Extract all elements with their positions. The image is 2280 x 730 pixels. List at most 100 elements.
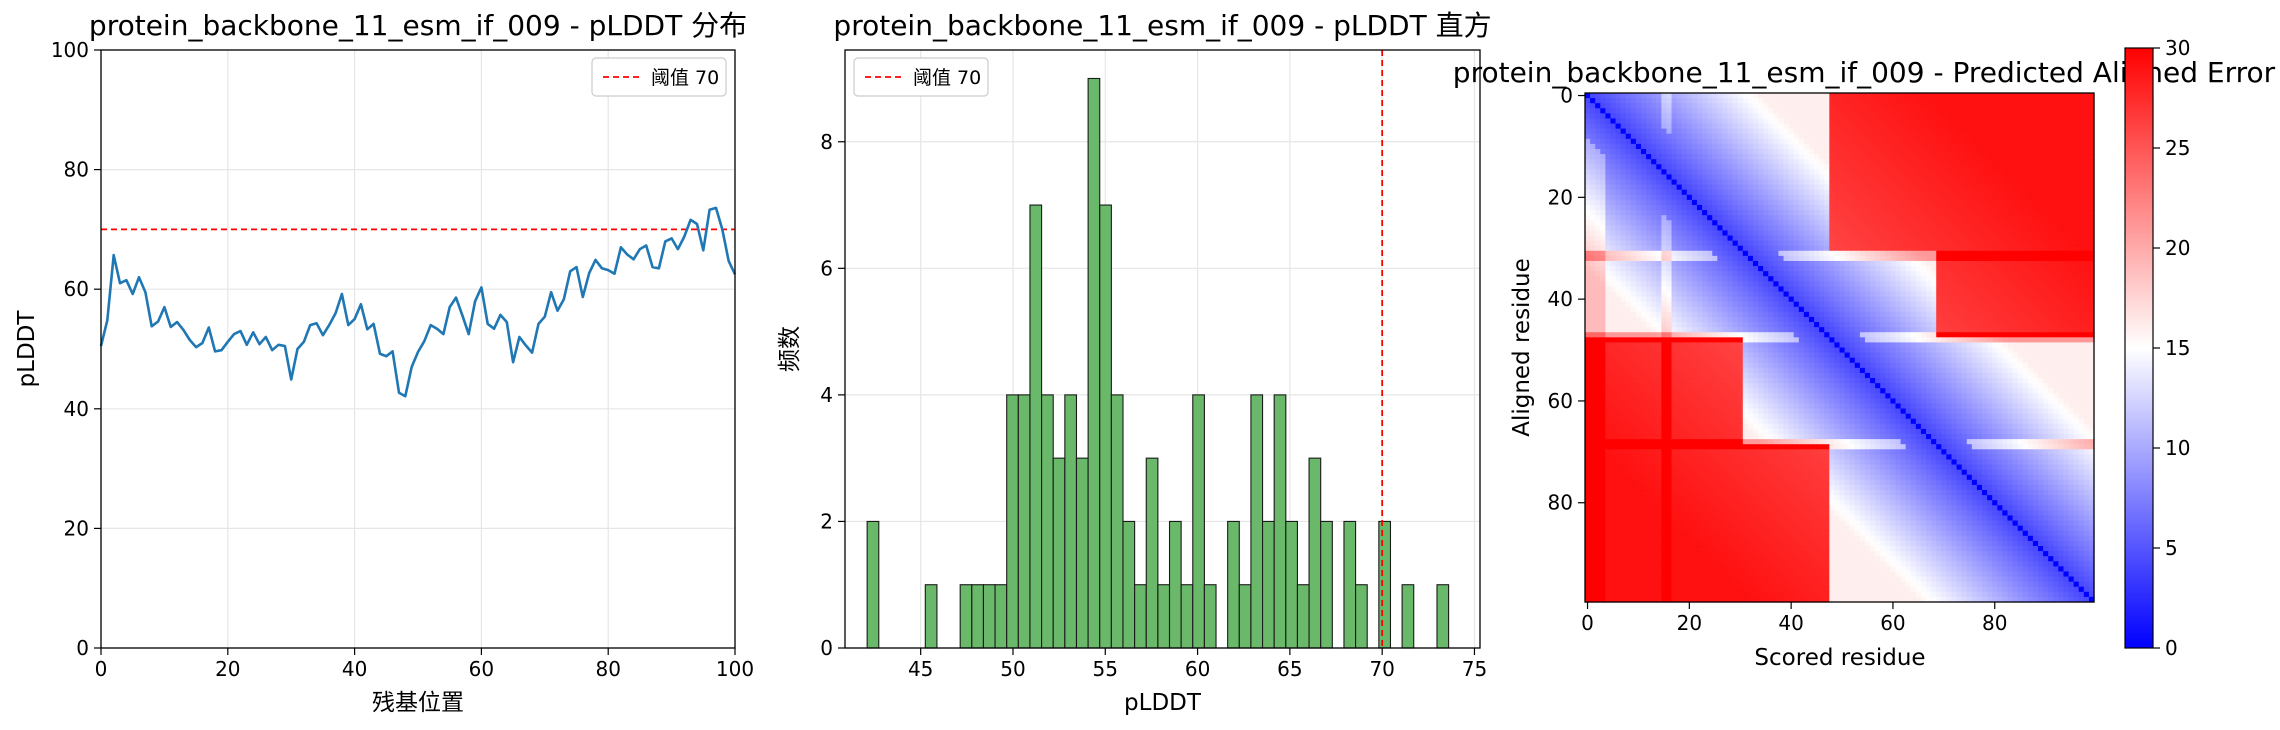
heatmap-cell <box>1722 276 1729 282</box>
heatmap-cell <box>1849 327 1856 333</box>
heatmap-cell <box>1839 362 1846 369</box>
heatmap-cell <box>1910 199 1917 206</box>
heatmap-cell <box>1742 215 1749 221</box>
heatmap-cell <box>1752 266 1759 272</box>
heatmap-cell <box>1615 164 1622 170</box>
heatmap-cell <box>1717 128 1724 135</box>
heatmap-cell <box>1742 322 1749 328</box>
heatmap-cell <box>1997 184 2003 191</box>
heatmap-cell <box>1747 143 1754 150</box>
heatmap-cell <box>1926 260 1932 267</box>
heatmap-cell <box>1610 148 1617 155</box>
heatmap-cell <box>1982 220 1988 226</box>
heatmap-cell <box>2032 281 2039 288</box>
heatmap-cell <box>1905 327 1912 333</box>
heatmap-cell <box>1671 332 1678 338</box>
heatmap-cell <box>1824 159 1830 165</box>
heatmap-cell <box>1615 169 1622 176</box>
heatmap-cell <box>1656 240 1662 247</box>
heatmap-cell <box>1859 286 1866 293</box>
heatmap-cell <box>1915 138 1922 145</box>
heatmap-cell <box>1895 240 1902 247</box>
heatmap-cell <box>2043 306 2049 313</box>
heatmap-cell <box>1976 291 1983 298</box>
heatmap-cell <box>1615 342 1622 349</box>
heatmap-cell <box>1635 383 1642 389</box>
heatmap-cell <box>1890 367 1897 374</box>
heatmap-cell <box>1686 352 1693 359</box>
heatmap-cell <box>1961 296 1968 303</box>
heatmap-cell <box>1681 260 1688 267</box>
heatmap-cell <box>1737 266 1744 272</box>
heatmap-cell <box>1926 383 1932 389</box>
heatmap-cell <box>1661 306 1668 313</box>
heatmap-cell <box>1987 199 1993 206</box>
heatmap-cell <box>1870 118 1876 125</box>
heatmap-cell <box>1834 311 1841 318</box>
heatmap-cell <box>1900 378 1907 384</box>
heatmap-cell <box>2032 286 2039 293</box>
heatmap-cell <box>1615 199 1622 206</box>
heatmap-cell <box>1839 179 1846 186</box>
heatmap-cell <box>1819 357 1825 364</box>
heatmap-cell <box>1854 332 1861 338</box>
heatmap-cell <box>2022 276 2029 282</box>
heatmap-cell <box>1788 133 1795 140</box>
heatmap-cell <box>1727 240 1734 247</box>
heatmap-cell <box>1920 301 1927 308</box>
heatmap-cell <box>1615 271 1622 277</box>
heatmap-cell <box>1712 118 1718 125</box>
heatmap-cell <box>1732 204 1739 211</box>
x-axis-label: pLDDT <box>1124 690 1202 716</box>
heatmap-cell <box>1834 332 1841 338</box>
heatmap-cell <box>1773 352 1780 359</box>
heatmap-cell <box>1814 245 1820 252</box>
heatmap-cell <box>1707 103 1713 109</box>
heatmap-cell <box>1936 220 1942 226</box>
heatmap-cell <box>1742 93 1749 99</box>
heatmap-cell <box>1605 250 1612 257</box>
heatmap-cell <box>1905 230 1912 237</box>
heatmap-cell <box>1707 174 1713 181</box>
heatmap-cell <box>1890 266 1897 272</box>
heatmap-cell <box>1635 143 1642 150</box>
heatmap-cell <box>2058 286 2065 293</box>
heatmap-cell <box>2048 301 2054 308</box>
heatmap-cell <box>1864 179 1871 186</box>
heatmap-cell <box>1788 174 1795 181</box>
heatmap-cell <box>1646 113 1652 120</box>
heatmap-cell <box>1712 225 1718 232</box>
heatmap-cell <box>1783 347 1790 354</box>
heatmap-cell <box>1819 215 1825 221</box>
heatmap-cell <box>1982 352 1988 359</box>
heatmap-cell <box>1681 215 1688 221</box>
heatmap-cell <box>1712 159 1718 165</box>
heatmap-cell <box>1849 159 1856 165</box>
heatmap-cell <box>1737 383 1744 389</box>
heatmap-cell <box>1625 159 1632 165</box>
heatmap-cell <box>1732 123 1739 130</box>
heatmap-cell <box>1696 128 1703 135</box>
heatmap-cell <box>1681 225 1688 232</box>
heatmap-cell <box>1722 220 1729 226</box>
heatmap-cell <box>2002 357 2009 364</box>
heatmap-cell <box>2073 291 2080 298</box>
heatmap-cell <box>1900 347 1907 354</box>
heatmap-cell <box>2058 276 2065 282</box>
heatmap-cell <box>1849 189 1856 196</box>
heatmap-cell <box>1854 240 1861 247</box>
heatmap-cell <box>1864 245 1871 252</box>
heatmap-cell <box>1752 301 1759 308</box>
heatmap-cell <box>1956 230 1963 237</box>
heatmap-cell <box>1742 184 1749 191</box>
heatmap-cell <box>1982 199 1988 206</box>
heatmap-cell <box>1987 337 1993 344</box>
heatmap-cell <box>1900 276 1907 282</box>
heatmap-cell <box>1742 235 1749 242</box>
heatmap-cell <box>1910 220 1917 226</box>
heatmap-cell <box>2012 362 2019 369</box>
heatmap-cell <box>1651 347 1657 354</box>
heatmap-cell <box>1951 337 1958 344</box>
heatmap-cell <box>1610 372 1617 379</box>
heatmap-cell <box>1702 291 1708 298</box>
